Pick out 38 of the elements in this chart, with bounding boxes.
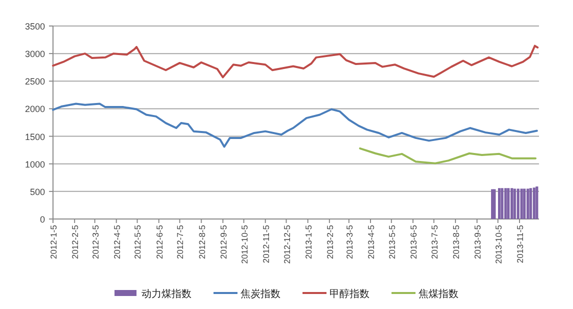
x-tick-label: 2012-10-5 <box>239 224 250 264</box>
legend-label: 动力煤指数 <box>142 288 192 300</box>
y-tick-label: 2500 <box>24 76 45 87</box>
x-tick-label: 2012-6-5 <box>154 224 164 260</box>
x-tick-label: 2012-12-5 <box>282 224 292 264</box>
legend-label: 甲醇指数 <box>330 288 370 300</box>
x-tick-label: 2013-8-5 <box>450 224 461 260</box>
x-tick-label: 2013-11-5 <box>515 224 526 264</box>
x-tick-label: 2012-8-5 <box>196 224 207 260</box>
x-tick-label: 2013-6-5 <box>408 224 418 260</box>
x-tick-label: 2012-9-5 <box>218 224 228 260</box>
x-tick-label: 2012-2-5 <box>70 224 80 260</box>
y-tick-label: 3500 <box>24 22 45 32</box>
line-series <box>52 102 538 148</box>
legend-label: 焦煤指数 <box>418 288 458 300</box>
y-tick-label: 1500 <box>24 132 45 142</box>
y-tick-label: 3000 <box>24 49 45 60</box>
x-tick-label: 2012-7-5 <box>175 224 186 260</box>
x-tick-label: 2012-11-5 <box>260 224 271 264</box>
x-tick-label: 2012-3-5 <box>90 224 100 260</box>
x-tick-label: 2013-1-5 <box>303 224 314 260</box>
x-tick-label: 2013-4-5 <box>366 224 376 260</box>
legend-label: 焦炭指数 <box>240 288 280 300</box>
y-tick-label: 500 <box>30 186 45 197</box>
x-tick-label: 2013-7-5 <box>429 224 440 260</box>
x-tick-label: 2013-2-5 <box>324 224 335 260</box>
y-tick-label: 1000 <box>24 159 45 170</box>
line-series <box>359 147 537 164</box>
x-tick-label: 2013-9-5 <box>472 224 483 260</box>
line-series <box>52 44 539 78</box>
x-tick-label: 2012-4-5 <box>112 224 122 260</box>
x-tick-label: 2013-3-5 <box>344 224 354 260</box>
x-tick-label: 2012-1-5 <box>48 224 58 260</box>
x-tick-label: 2012-5-5 <box>132 224 143 260</box>
y-tick-label: 2000 <box>24 104 45 114</box>
y-tick-label: 0 <box>40 214 45 224</box>
x-tick-label: 2013-5-5 <box>386 224 397 260</box>
x-tick-label: 2013-10-5 <box>493 224 504 264</box>
